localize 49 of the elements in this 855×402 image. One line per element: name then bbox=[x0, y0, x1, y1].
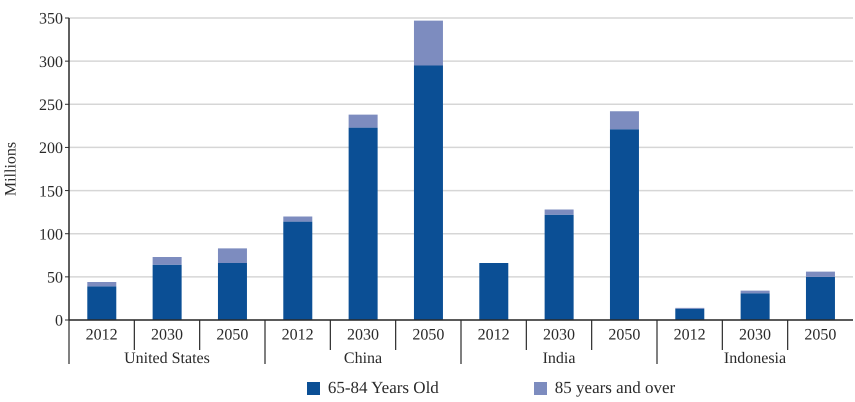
bar bbox=[87, 286, 116, 320]
text: China bbox=[344, 350, 382, 367]
x-tick-label: 2050 bbox=[412, 326, 444, 344]
bar bbox=[806, 272, 835, 277]
bar bbox=[152, 257, 182, 265]
text: Indonesia bbox=[724, 350, 786, 367]
x-tick-label: 2050 bbox=[216, 326, 248, 344]
x-tick-label: 2050 bbox=[804, 326, 836, 344]
y-tick-label: 150 bbox=[39, 183, 63, 200]
bar bbox=[544, 210, 574, 215]
y-tick-label: 250 bbox=[39, 96, 63, 114]
x-tick-label: 2012 bbox=[282, 326, 314, 344]
legend-label: 85 years and over bbox=[554, 378, 676, 398]
x-tick-label: 2050 bbox=[608, 326, 640, 344]
y-tick-label: 300 bbox=[39, 54, 63, 71]
bar bbox=[414, 65, 443, 320]
bar bbox=[414, 20, 443, 66]
y-tick-label: 0 bbox=[55, 312, 63, 330]
bar bbox=[675, 308, 704, 320]
bar bbox=[218, 263, 247, 320]
bar bbox=[283, 222, 312, 320]
bar bbox=[544, 214, 574, 320]
bar bbox=[348, 128, 378, 320]
x-tick-label: 2012 bbox=[86, 326, 118, 344]
x-tick-label: 2030 bbox=[543, 326, 575, 344]
bar bbox=[479, 263, 508, 320]
bar bbox=[87, 282, 116, 286]
y-tick-label: 350 bbox=[39, 10, 63, 28]
y-tick-label: 50 bbox=[47, 270, 63, 287]
x-tick-label: 2012 bbox=[478, 326, 510, 344]
x-tick-label: 2030 bbox=[739, 326, 771, 344]
text: United States bbox=[124, 350, 210, 367]
x-tick-label: 2030 bbox=[347, 326, 379, 344]
y-axis-title: Millions bbox=[2, 142, 20, 196]
bar bbox=[152, 264, 182, 320]
bar bbox=[283, 216, 312, 222]
y-tick-label: 200 bbox=[39, 140, 63, 158]
bar bbox=[740, 290, 770, 294]
x-tick-label: 2012 bbox=[674, 326, 706, 344]
bar bbox=[610, 111, 639, 130]
bar bbox=[610, 129, 639, 320]
x-tick-label: 2030 bbox=[151, 326, 183, 344]
y-tick-label: 100 bbox=[39, 226, 63, 244]
bar bbox=[806, 276, 835, 320]
bar bbox=[218, 248, 247, 264]
legend-label: 65-84 Years Old bbox=[328, 378, 439, 398]
bar bbox=[740, 293, 770, 320]
bar bbox=[348, 114, 378, 128]
text: India bbox=[542, 350, 576, 367]
